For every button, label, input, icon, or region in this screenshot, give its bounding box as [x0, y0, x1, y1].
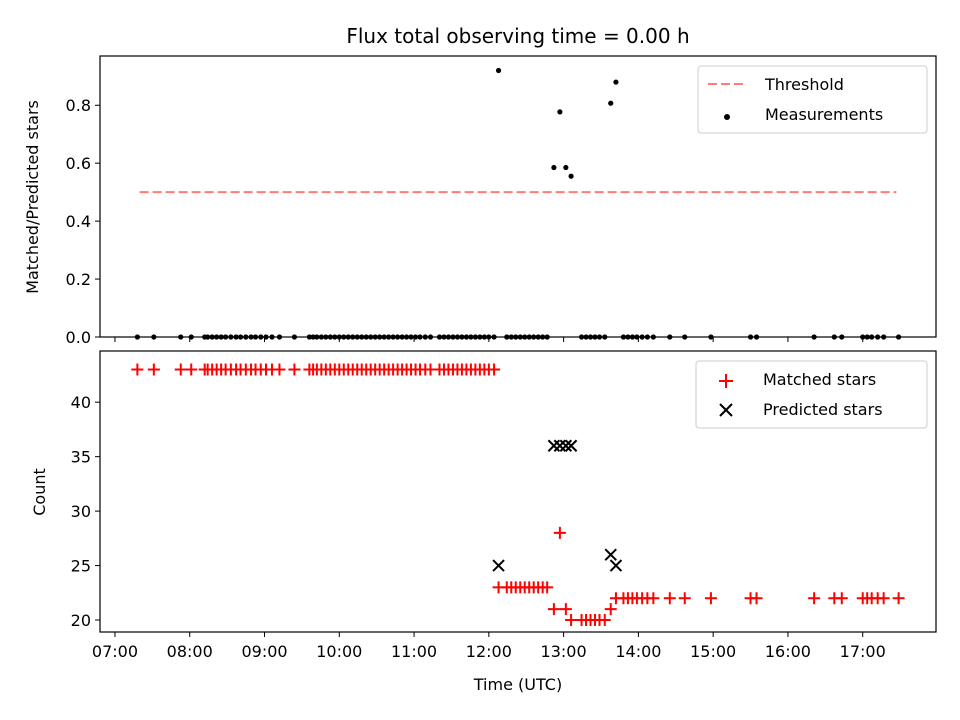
predicted-star-point: [553, 439, 567, 452]
matched-star-point: [185, 363, 198, 376]
predicted-star-stroke-b: [559, 439, 573, 452]
measurement-point: [495, 67, 502, 74]
ratio-y-tick-label: 0.8: [66, 96, 91, 115]
ratio-axes-frame: [99, 55, 937, 338]
x-tick-label: 13:00: [541, 642, 587, 661]
matched-star-point: [704, 592, 717, 605]
ratio-y-tick-label: 0.0: [66, 328, 91, 347]
predicted-star-stroke-b: [609, 559, 623, 572]
legend-matched-label: Matched stars: [763, 370, 876, 389]
matched-star-point: [750, 592, 763, 605]
x-tick-label: 08:00: [167, 642, 213, 661]
predicted-star-point: [559, 439, 573, 452]
legend-matched-swatch: [719, 374, 733, 388]
predicted-stars-points: [492, 439, 623, 572]
matched-star-point: [598, 614, 611, 627]
matched-star-point: [547, 603, 560, 616]
matched-star-point: [604, 603, 617, 616]
count-legend: Matched stars Predicted stars: [695, 360, 928, 429]
measurement-point: [568, 173, 574, 179]
legend-measurements-swatch: [724, 114, 730, 120]
x-tick-label: 16:00: [765, 642, 811, 661]
predicted-star-stroke-b: [492, 559, 505, 572]
matched-star-point: [678, 592, 691, 605]
ratio-legend: Threshold Measurements: [697, 65, 928, 134]
x-tick-label: 09:00: [241, 642, 287, 661]
predicted-star-stroke-b: [564, 439, 578, 452]
matched-star-point: [565, 614, 578, 627]
x-tick-label: 11:00: [391, 642, 437, 661]
x-tick-label: 15:00: [690, 642, 736, 661]
predicted-star-point: [609, 559, 623, 572]
matched-star-point: [541, 581, 554, 594]
count-y-axis-label: Count: [30, 468, 49, 516]
matched-star-point: [147, 363, 160, 376]
predicted-star-point: [492, 559, 505, 572]
matched-star-point: [174, 363, 187, 376]
matched-star-point: [663, 592, 676, 605]
x-axis-label: Time (UTC): [473, 675, 562, 694]
legend-predicted-swatch: [719, 403, 733, 417]
matched-star-point: [273, 363, 286, 376]
count-y-tick-label: 35: [71, 448, 91, 467]
matched-star-point: [647, 592, 660, 605]
count-y-tick-label: 20: [71, 611, 91, 630]
measurement-point: [551, 164, 557, 171]
ratio-y-tick-label: 0.4: [66, 212, 91, 231]
x-tick-label: 12:00: [466, 642, 512, 661]
measurement-point: [557, 109, 563, 115]
matched-star-point: [877, 592, 890, 605]
ratio-grid-ticks: 0.0 0.2 0.4 0.6 0.8: [66, 96, 864, 347]
matched-star-point: [288, 363, 301, 376]
ratio-y-axis-label: Matched/Predicted stars: [23, 100, 42, 294]
matched-star-point: [892, 592, 905, 605]
ratio-y-tick-label: 0.2: [66, 270, 91, 289]
predicted-star-point: [604, 548, 617, 561]
legend-predicted-label: Predicted stars: [763, 400, 883, 419]
matched-star-point: [808, 592, 821, 605]
matched-star-point: [553, 526, 566, 539]
matched-star-point: [559, 603, 572, 616]
matched-star-point: [131, 363, 144, 376]
x-tick-label: 07:00: [92, 642, 138, 661]
legend-threshold-label: Threshold: [764, 75, 844, 94]
count-panel: 20 25 30 35 40 07:00 08:00 09:00 10:00 11:00 12:00…: [30, 350, 937, 694]
figure-title: Flux total observing time = 0.00 h: [346, 24, 689, 48]
x-tick-label: 10:00: [316, 642, 362, 661]
count-axes-frame: [99, 350, 937, 633]
measurement-point: [563, 164, 569, 171]
predicted-star-point: [547, 439, 561, 452]
x-tick-label: 14:00: [615, 642, 661, 661]
matched-star-point: [835, 592, 848, 605]
matched-star-point: [488, 363, 501, 376]
count-grid-ticks: 20 25 30 35 40 07:00 08:00 09:00 10:00 11:00 12:00…: [71, 393, 886, 661]
count-legend-box: [695, 360, 928, 429]
measurement-point: [608, 100, 614, 106]
x-tick-label: 17:00: [840, 642, 886, 661]
count-y-tick-label: 40: [71, 393, 91, 412]
ratio-legend-box: [697, 65, 928, 134]
matched-stars-points: [131, 363, 905, 627]
ratio-panel: 0.00.20.40.60.8 Matched/Predicted stars …: [23, 55, 937, 347]
predicted-star-stroke-b: [604, 548, 617, 561]
count-y-tick-label: 30: [71, 502, 91, 521]
measurement-point: [613, 79, 619, 85]
ratio-y-tick-label: 0.6: [66, 154, 91, 173]
predicted-star-point: [564, 439, 578, 452]
count-y-tick-label: 25: [71, 557, 91, 576]
legend-measurements-label: Measurements: [765, 105, 883, 124]
